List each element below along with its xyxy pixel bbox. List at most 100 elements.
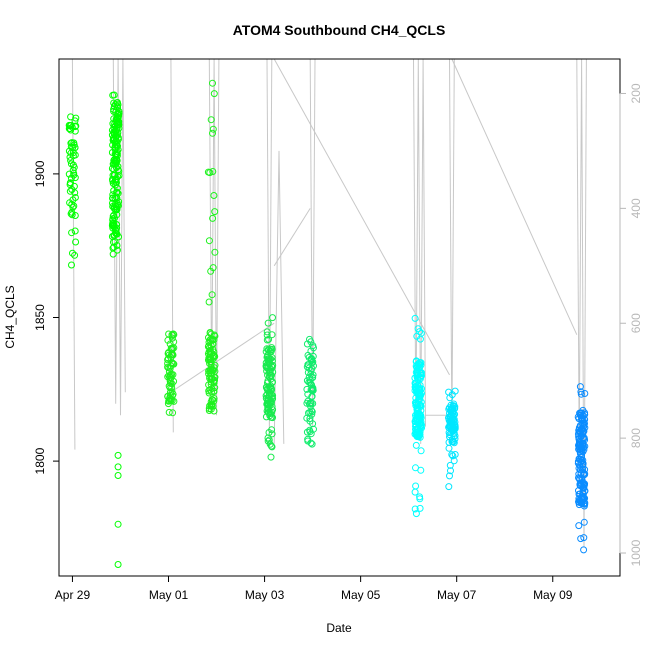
data-point	[168, 397, 176, 405]
data-point	[205, 342, 213, 350]
data-point	[576, 383, 584, 391]
data-point	[206, 367, 214, 375]
data-point	[265, 345, 272, 353]
x-tick-label: May 07	[437, 588, 477, 602]
data-point	[109, 216, 117, 224]
data-point	[205, 298, 213, 306]
data-point	[67, 113, 75, 121]
data-point	[414, 412, 422, 420]
data-point	[308, 365, 316, 373]
data-series	[164, 330, 178, 417]
data-point	[268, 385, 276, 393]
data-point	[110, 91, 118, 99]
data-point	[303, 399, 311, 407]
data-point	[207, 378, 215, 386]
data-point	[262, 392, 270, 400]
data-point	[269, 368, 277, 376]
data-point	[114, 189, 122, 197]
data-point	[575, 435, 583, 443]
data-point	[67, 174, 75, 182]
data-point	[580, 502, 588, 510]
data-point	[416, 431, 424, 438]
data-point	[448, 404, 456, 412]
data-point	[268, 345, 276, 353]
data-point	[580, 481, 588, 489]
data-point	[575, 522, 583, 530]
data-point	[415, 393, 423, 400]
data-point	[168, 384, 176, 392]
data-point	[210, 192, 218, 199]
data-point	[110, 238, 117, 246]
data-point	[167, 344, 175, 352]
data-point	[446, 472, 453, 480]
data-point	[204, 168, 212, 176]
data-point	[268, 354, 276, 362]
data-point	[115, 112, 123, 120]
data-point	[111, 143, 119, 151]
data-point	[65, 170, 73, 178]
profile-line	[449, 58, 455, 433]
data-point	[110, 219, 117, 227]
data-point	[580, 546, 588, 554]
data-point	[267, 410, 275, 417]
data-point	[205, 389, 213, 397]
data-point	[69, 249, 76, 257]
data-point	[412, 383, 420, 391]
data-point	[581, 420, 588, 427]
data-point	[413, 405, 421, 413]
data-point	[303, 414, 311, 422]
data-point	[262, 394, 270, 402]
data-point	[416, 495, 424, 503]
data-point	[265, 436, 273, 444]
data-point	[209, 264, 217, 272]
data-point	[165, 408, 173, 416]
data-point	[113, 150, 121, 158]
data-point	[578, 442, 586, 450]
data-point	[307, 381, 315, 388]
data-point	[416, 504, 424, 512]
data-point	[307, 399, 315, 407]
data-point	[113, 142, 121, 150]
data-point	[108, 131, 116, 139]
data-point	[264, 358, 272, 365]
data-point	[264, 377, 272, 385]
chart-title: ATOM4 Southbound CH4_QCLS	[233, 22, 446, 38]
data-series	[65, 113, 80, 269]
data-point	[110, 203, 118, 211]
data-point	[269, 314, 276, 322]
data-point	[417, 466, 425, 474]
data-point	[578, 445, 586, 452]
data-point	[115, 108, 123, 115]
data-point	[417, 447, 425, 455]
data-point	[448, 391, 456, 399]
x-tick-label: May 01	[149, 588, 189, 602]
data-point	[66, 179, 74, 187]
data-point	[113, 188, 121, 196]
data-point	[207, 116, 215, 124]
data-point	[211, 361, 219, 369]
data-point	[71, 144, 79, 152]
data-point	[114, 451, 122, 459]
data-point	[306, 408, 314, 416]
data-point	[580, 469, 588, 477]
data-point	[264, 434, 272, 442]
x-tick-label: May 03	[245, 588, 285, 602]
data-series	[574, 383, 589, 554]
data-point	[112, 137, 120, 144]
data-point	[68, 229, 76, 237]
x-axis-label: Date	[326, 621, 352, 635]
y-tick-label: 1800	[33, 447, 47, 474]
profile-line	[112, 58, 126, 416]
data-point	[580, 518, 588, 526]
data-point	[170, 377, 178, 385]
data-point	[114, 520, 122, 528]
data-point	[577, 535, 585, 543]
data-point	[445, 483, 453, 491]
data-point	[304, 435, 312, 443]
points-layer	[65, 79, 589, 569]
y2-tick-label: 400	[629, 198, 643, 218]
data-point	[114, 99, 121, 106]
data-point	[450, 457, 458, 465]
data-point	[67, 126, 75, 134]
